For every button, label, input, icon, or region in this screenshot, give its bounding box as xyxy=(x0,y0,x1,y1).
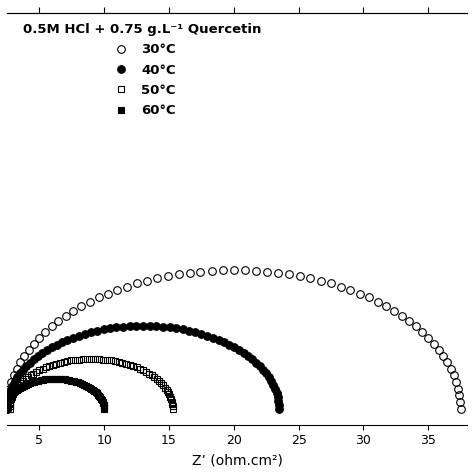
X-axis label: Z’ (ohm.cm²): Z’ (ohm.cm²) xyxy=(191,453,283,467)
40°C xyxy=(140,323,146,328)
Line: 50°C: 50°C xyxy=(7,356,176,412)
30°C xyxy=(440,353,446,359)
40°C xyxy=(59,339,65,345)
30°C xyxy=(96,295,101,301)
30°C xyxy=(253,268,259,273)
60°C xyxy=(101,406,107,412)
60°C xyxy=(3,406,9,412)
60°C xyxy=(40,377,46,383)
Line: 30°C: 30°C xyxy=(3,266,465,413)
30°C xyxy=(4,406,10,412)
40°C xyxy=(4,406,10,412)
60°C xyxy=(98,394,103,400)
60°C xyxy=(57,376,63,382)
30°C xyxy=(456,392,462,398)
50°C xyxy=(28,373,34,378)
Legend: 30°C, 40°C, 50°C, 60°C: 30°C, 40°C, 50°C, 60°C xyxy=(23,23,261,117)
50°C xyxy=(170,401,175,407)
30°C xyxy=(63,313,69,319)
50°C xyxy=(69,357,74,363)
60°C xyxy=(16,386,21,392)
40°C xyxy=(266,374,272,380)
Line: 40°C: 40°C xyxy=(3,322,283,413)
50°C xyxy=(7,406,12,412)
60°C xyxy=(23,382,28,388)
50°C xyxy=(96,356,102,362)
40°C xyxy=(276,406,282,412)
40°C xyxy=(39,350,45,356)
30°C xyxy=(231,267,237,273)
30°C xyxy=(458,406,464,412)
50°C xyxy=(170,406,176,412)
50°C xyxy=(164,387,170,392)
30°C xyxy=(176,272,182,277)
40°C xyxy=(275,398,281,403)
40°C xyxy=(107,325,113,331)
50°C xyxy=(40,366,46,372)
60°C xyxy=(101,403,107,409)
40°C xyxy=(154,323,159,329)
60°C xyxy=(52,376,58,382)
50°C xyxy=(88,356,94,362)
Line: 60°C: 60°C xyxy=(2,376,107,412)
